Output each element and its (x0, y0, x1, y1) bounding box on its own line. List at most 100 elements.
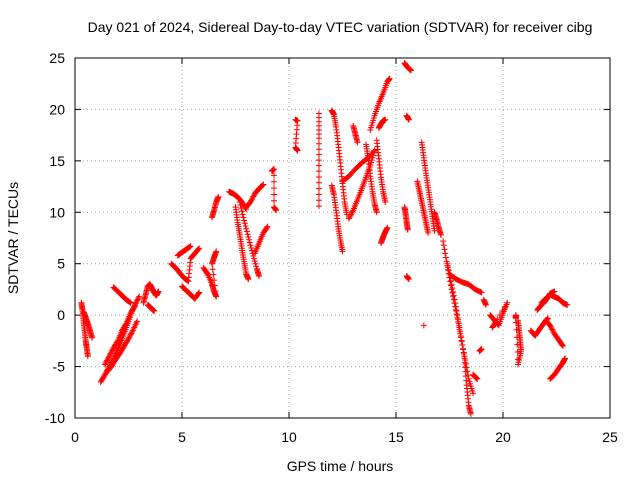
data-point (444, 260, 451, 267)
data-point (420, 322, 427, 329)
data-point (315, 191, 322, 198)
y-tick-label: 25 (49, 50, 65, 66)
data-point (124, 337, 131, 343)
data-point (470, 390, 477, 397)
data-point (246, 236, 253, 243)
data-point (457, 328, 464, 335)
series-arc30 (375, 116, 389, 131)
data-point (102, 360, 109, 367)
data-point (384, 224, 391, 231)
data-point (103, 358, 110, 365)
data-point (348, 211, 355, 218)
data-point (445, 267, 452, 274)
series-arc22 (328, 107, 350, 218)
data-point (186, 243, 193, 250)
data-point (108, 349, 115, 356)
data-point (477, 289, 484, 295)
data-point (452, 300, 459, 307)
data-point (315, 168, 322, 175)
data-point (386, 75, 393, 82)
data-point (211, 282, 218, 289)
series-arc8 (144, 301, 158, 315)
data-point (382, 199, 389, 205)
series-arc16 (236, 199, 263, 280)
data-point (382, 116, 389, 123)
data-point (459, 341, 466, 348)
data-point (467, 410, 474, 417)
x-tick-label: 20 (495, 429, 511, 445)
data-point (114, 339, 121, 346)
data-point (478, 346, 485, 353)
data-point (245, 233, 252, 240)
data-point (127, 299, 134, 306)
data-point (239, 211, 246, 218)
data-point (451, 296, 458, 303)
data-point (250, 193, 257, 200)
series-arc31 (378, 224, 391, 247)
series-arc25 (345, 147, 378, 222)
data-point (258, 182, 265, 189)
data-point (442, 250, 449, 257)
series-arc47 (514, 317, 525, 368)
data-point (127, 331, 134, 338)
series-arc36 (418, 139, 438, 234)
data-point (448, 281, 455, 288)
data-point (196, 289, 203, 296)
data-point (213, 248, 220, 255)
x-axis-label: GPS time / hours (287, 458, 394, 474)
data-point (131, 302, 138, 309)
series-arc23 (328, 182, 346, 255)
data-point (135, 295, 142, 301)
data-point (248, 247, 255, 254)
data-point (512, 312, 519, 319)
y-axis-label: SDTVAR / TECUs (5, 182, 21, 294)
data-point (431, 227, 438, 234)
series-arc28 (367, 75, 393, 133)
series-arc7 (140, 281, 162, 306)
series-arc42 (446, 271, 485, 296)
data-point (104, 356, 111, 363)
data-point (315, 162, 322, 169)
data-point (260, 181, 267, 188)
data-point (244, 231, 251, 238)
series-arc35 (403, 273, 412, 283)
data-point (241, 220, 248, 227)
data-point (136, 293, 143, 300)
series-arc37 (414, 178, 432, 236)
data-point (184, 277, 191, 284)
y-tick-label: -5 (53, 359, 66, 375)
data-point (271, 197, 278, 204)
series-arc32 (401, 60, 414, 74)
data-point (203, 269, 210, 276)
data-point (564, 301, 571, 308)
data-point (151, 308, 158, 315)
data-point (496, 312, 503, 319)
data-point (548, 325, 555, 332)
y-tick-label: 0 (57, 307, 65, 323)
data-point (315, 179, 322, 186)
data-point (271, 191, 278, 198)
x-tick-label: 15 (388, 429, 404, 445)
data-point (547, 322, 554, 329)
data-point (339, 248, 346, 255)
data-point (562, 355, 569, 362)
data-point (101, 361, 108, 368)
data-point (447, 277, 454, 284)
series-arc20 (292, 116, 301, 154)
data-point (452, 303, 459, 310)
data-point (247, 199, 254, 205)
data-point (315, 185, 322, 192)
data-point (125, 335, 132, 342)
data-point (128, 330, 135, 337)
data-point (242, 223, 249, 229)
y-tick-label: -10 (45, 410, 65, 426)
data-point (134, 318, 141, 325)
series-arc46 (487, 299, 511, 331)
y-tick-label: 15 (49, 153, 65, 169)
data-point (455, 316, 462, 323)
data-point (236, 199, 243, 205)
data-point (104, 357, 111, 364)
data-point (454, 312, 461, 319)
data-point (499, 308, 506, 315)
